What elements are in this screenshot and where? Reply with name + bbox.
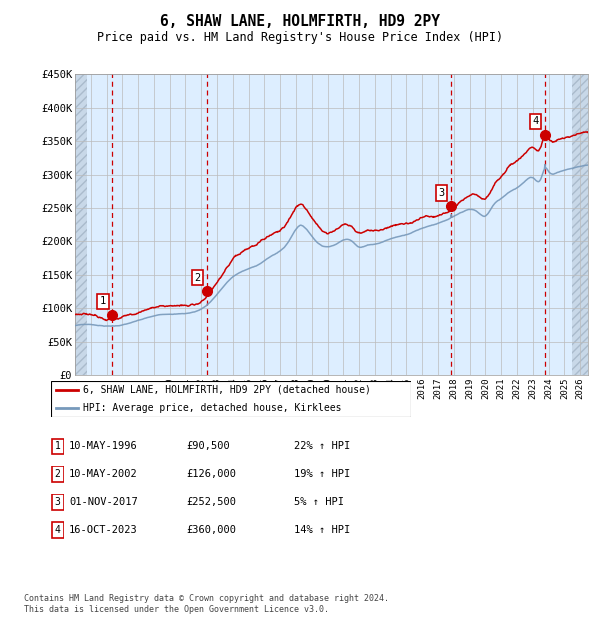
Text: 2: 2: [194, 273, 200, 283]
Text: Contains HM Land Registry data © Crown copyright and database right 2024.
This d: Contains HM Land Registry data © Crown c…: [24, 595, 389, 614]
Text: 19% ↑ HPI: 19% ↑ HPI: [294, 469, 350, 479]
Text: £90,500: £90,500: [186, 441, 230, 451]
Text: £126,000: £126,000: [186, 469, 236, 479]
Text: 4: 4: [55, 525, 61, 535]
Text: 3: 3: [439, 188, 445, 198]
Text: Price paid vs. HM Land Registry's House Price Index (HPI): Price paid vs. HM Land Registry's House …: [97, 31, 503, 43]
Text: HPI: Average price, detached house, Kirklees: HPI: Average price, detached house, Kirk…: [83, 402, 342, 413]
Text: 3: 3: [55, 497, 61, 507]
Text: 6, SHAW LANE, HOLMFIRTH, HD9 2PY: 6, SHAW LANE, HOLMFIRTH, HD9 2PY: [160, 14, 440, 29]
Text: 6, SHAW LANE, HOLMFIRTH, HD9 2PY (detached house): 6, SHAW LANE, HOLMFIRTH, HD9 2PY (detach…: [83, 384, 371, 395]
Bar: [572, 74, 588, 375]
Text: 5% ↑ HPI: 5% ↑ HPI: [294, 497, 344, 507]
Text: 01-NOV-2017: 01-NOV-2017: [69, 497, 138, 507]
Text: 1: 1: [55, 441, 61, 451]
Text: 4: 4: [533, 116, 539, 126]
Text: £360,000: £360,000: [186, 525, 236, 535]
Bar: [75, 74, 87, 375]
Text: £252,500: £252,500: [186, 497, 236, 507]
Text: 2: 2: [55, 469, 61, 479]
Text: 10-MAY-2002: 10-MAY-2002: [69, 469, 138, 479]
Text: 14% ↑ HPI: 14% ↑ HPI: [294, 525, 350, 535]
Text: 1: 1: [100, 296, 106, 306]
Text: 16-OCT-2023: 16-OCT-2023: [69, 525, 138, 535]
Text: 22% ↑ HPI: 22% ↑ HPI: [294, 441, 350, 451]
Text: 10-MAY-1996: 10-MAY-1996: [69, 441, 138, 451]
